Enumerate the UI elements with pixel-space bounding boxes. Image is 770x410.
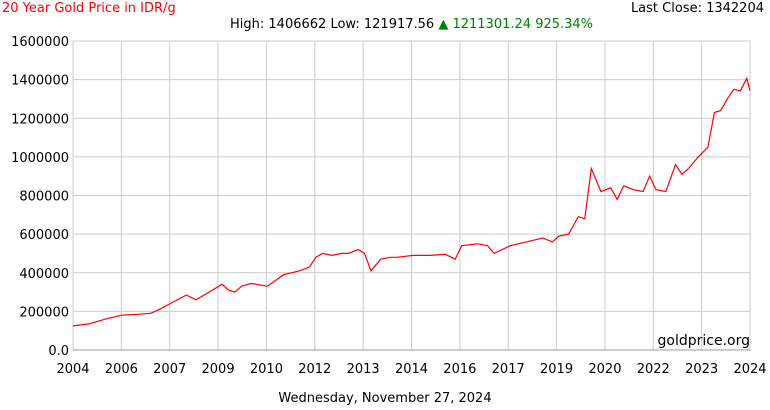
y-tick-label: 400000: [19, 267, 69, 282]
x-tick-label: 2013: [347, 362, 380, 377]
change-arrow-icon: ▲: [438, 17, 449, 32]
grid-lines: [72, 40, 751, 351]
y-tick-label: 200000: [19, 305, 69, 320]
x-tick-label: 2016: [443, 362, 476, 377]
x-axis-ticks: 2004 2006 2007 2009 2010 2012 2013 2014 2016 2017…: [56, 362, 766, 377]
y-tick-label: 1600000: [11, 35, 69, 50]
change-percent: 925.34%: [535, 17, 594, 32]
date-label: Wednesday, November 27, 2024: [278, 391, 492, 406]
y-tick-label: 800000: [19, 190, 69, 205]
high-label: High:: [230, 17, 265, 32]
low-label: Low:: [330, 17, 360, 32]
y-tick-label: 1200000: [11, 112, 69, 127]
last-close-value: 1342204: [706, 1, 764, 16]
watermark: goldprice.org: [657, 333, 750, 349]
last-close: Last Close: 1342204: [631, 1, 764, 16]
last-close-label: Last Close:: [630, 1, 702, 16]
x-tick-label: 2023: [685, 362, 718, 377]
y-tick-label: 600000: [19, 228, 69, 243]
price-series-line: [72, 76, 751, 327]
x-tick-label: 2014: [395, 362, 428, 377]
x-tick-label: 2019: [540, 362, 573, 377]
x-tick-label: 2009: [202, 362, 235, 377]
x-tick-label: 2007: [153, 362, 186, 377]
high-value: 1406662: [268, 17, 327, 32]
x-tick-label: 2017: [492, 362, 525, 377]
x-tick-label: 2010: [250, 362, 283, 377]
x-tick-label: 2006: [105, 362, 138, 377]
y-axis-ticks: 0.0 200000 400000 600000 800000 1000000 120000…: [11, 35, 69, 359]
x-tick-label: 2024: [733, 362, 766, 377]
y-tick-label: 1000000: [11, 151, 69, 166]
x-tick-label: 2012: [298, 362, 331, 377]
y-tick-label: 0.0: [48, 344, 69, 359]
x-tick-label: 2022: [637, 362, 670, 377]
y-tick-label: 1400000: [11, 74, 69, 89]
chart-title: 20 Year Gold Price in IDR/g: [2, 1, 176, 16]
change-value: 1211301.24: [452, 17, 532, 32]
x-tick-label: 2020: [588, 362, 621, 377]
x-tick-label: 2004: [56, 362, 89, 377]
stats-line: High: 1406662 Low: 121917.56 ▲ 1211301.2…: [230, 17, 593, 32]
low-value: 121917.56: [363, 17, 435, 32]
